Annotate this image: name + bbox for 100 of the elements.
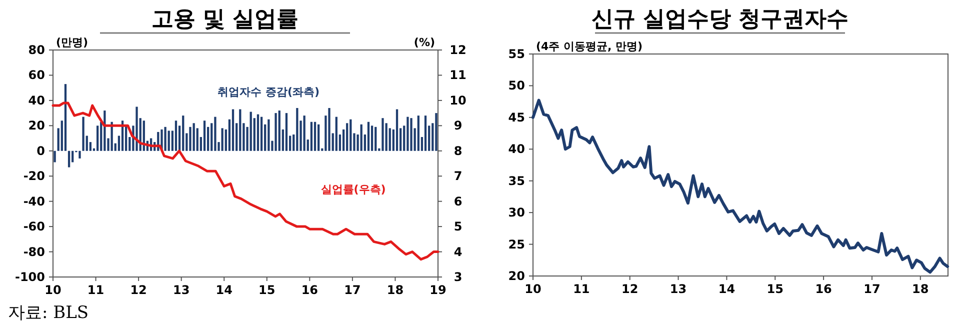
bar: [335, 116, 338, 151]
x-tick-label: 11: [573, 282, 590, 296]
bar: [174, 120, 178, 151]
bar: [274, 113, 277, 151]
bar: [214, 116, 216, 151]
chart-title: 고용 및 실업률: [151, 7, 299, 32]
text: 실업률(우측): [320, 183, 386, 196]
y2-tick-label: 4: [454, 244, 462, 259]
y2-tick-label: 12: [450, 43, 466, 57]
bar: [192, 123, 195, 151]
bar: [374, 126, 377, 151]
x-tick-label: 19: [430, 283, 446, 297]
y2-axis-title: (%): [414, 36, 435, 49]
x-tick-label: 15: [766, 282, 784, 296]
bar: [310, 122, 313, 151]
bar: [350, 119, 352, 151]
bar: [136, 106, 138, 151]
bar: [54, 150, 56, 162]
bar: [96, 126, 99, 151]
y2-tick-label: 6: [454, 194, 462, 208]
x-tick-label: 17: [344, 283, 361, 297]
bar: [424, 116, 427, 151]
bar: [314, 122, 316, 151]
x-tick-label: 16: [301, 283, 318, 297]
y2-tick-label: 3: [454, 270, 462, 284]
bar: [203, 120, 206, 151]
bar: [250, 112, 252, 151]
bar: [360, 124, 362, 151]
bar: [317, 124, 320, 151]
bar: [256, 114, 260, 151]
bar: [239, 109, 242, 151]
bar: [346, 123, 348, 151]
y2-tick-label: 9: [454, 118, 462, 133]
y2-tick-label: 10: [450, 93, 466, 108]
series-label: 취업자수 증감(좌측): [218, 85, 320, 98]
bar: [370, 126, 374, 151]
y-tick-label: -20: [23, 169, 45, 184]
x-tick-label: 14: [216, 283, 232, 297]
bar: [396, 109, 398, 151]
y-axis-title: (4주 이동평균, 만명): [536, 40, 643, 53]
bar: [367, 122, 370, 151]
y-tick-label: 20: [28, 118, 45, 133]
x-tick-label: 18: [386, 283, 404, 297]
bar: [232, 109, 234, 151]
bar: [382, 118, 384, 151]
y-tick-label: 30: [508, 206, 525, 220]
y-tick-label: 55: [508, 47, 525, 61]
x-tick-label: 12: [130, 283, 147, 297]
bar: [221, 128, 224, 151]
bar: [82, 116, 84, 151]
bar: [78, 150, 81, 158]
y-axis-title: (만명): [56, 36, 88, 49]
y-tick-label: 60: [28, 68, 45, 82]
x-tick-label: 12: [622, 282, 638, 296]
x-tick-label: 11: [87, 283, 104, 297]
text: 자료: BLS: [8, 303, 89, 323]
x-tick-label: 10: [44, 283, 62, 297]
x-tick-label: 18: [912, 282, 929, 296]
bar: [68, 150, 70, 168]
y-tick-label: -100: [14, 270, 45, 284]
y-tick-label: 40: [508, 142, 525, 156]
y2-tick-label: 8: [454, 144, 462, 158]
x-tick-label: 10: [524, 282, 542, 296]
line-series: [52, 102, 440, 261]
bar: [406, 116, 409, 151]
bar: [435, 113, 438, 151]
y-tick-label: -80: [23, 244, 45, 259]
y-tick-label: 40: [28, 93, 45, 108]
y-tick-label: 35: [508, 174, 525, 188]
y2-tick-label: 5: [454, 220, 462, 234]
y-tick-label: -60: [23, 220, 45, 234]
y-tick-label: 0: [36, 144, 45, 158]
bar: [168, 130, 170, 151]
x-tick-label: 13: [670, 282, 687, 296]
bar: [410, 118, 412, 151]
x-tick-label: 17: [864, 282, 880, 296]
bar: [189, 126, 192, 151]
y-tick-label: 50: [508, 78, 525, 93]
y2-tick-label: 11: [450, 68, 466, 82]
bar: [182, 116, 184, 151]
bar: [164, 126, 166, 151]
y-tick-label: 25: [508, 237, 525, 252]
x-tick-label: 14: [718, 282, 736, 296]
bar: [260, 116, 263, 151]
bar: [285, 113, 288, 151]
bar: [278, 110, 280, 151]
bar: [417, 116, 420, 151]
x-tick-label: 13: [172, 283, 190, 297]
y-tick-label: -40: [23, 194, 45, 208]
bar: [268, 119, 270, 151]
bar: [64, 84, 67, 151]
x-tick-label: 16: [815, 282, 832, 296]
bar: [296, 108, 298, 151]
y-tick-label: 45: [508, 110, 525, 124]
chart-title: 신규 실업수당 청구권자수: [591, 7, 849, 32]
y-tick-label: 20: [508, 269, 525, 283]
bar: [303, 116, 306, 151]
y2-tick-label: 7: [454, 169, 462, 184]
bar: [328, 108, 330, 151]
x-tick-label: 15: [258, 283, 276, 297]
